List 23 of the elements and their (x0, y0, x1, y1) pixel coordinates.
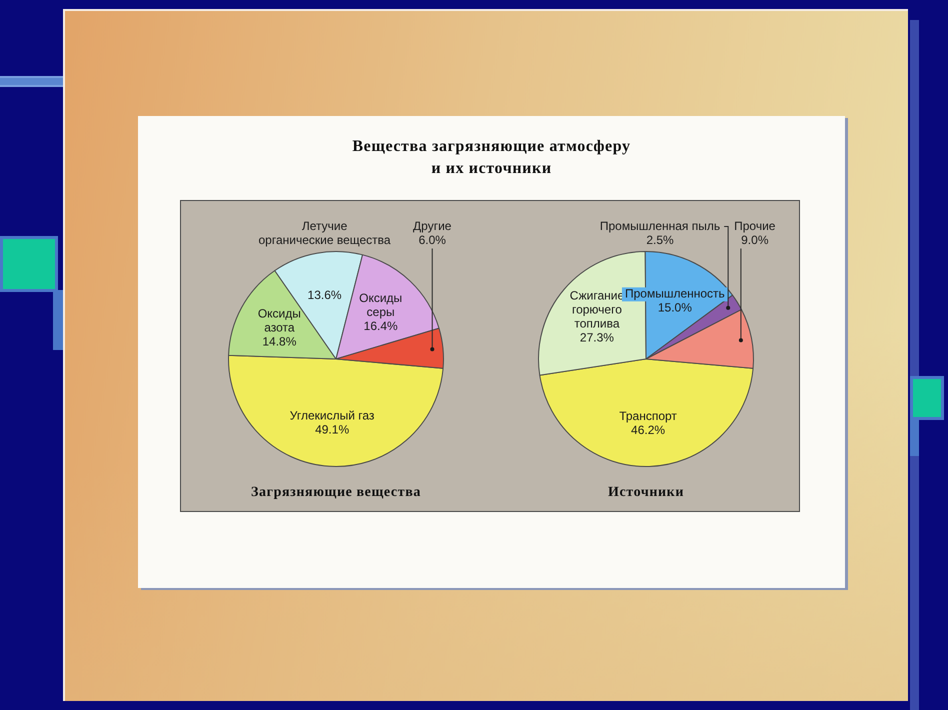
text: Источники (607, 485, 685, 501)
slice-label: Другие (413, 218, 452, 233)
slice-label: Углекислый газ (290, 408, 375, 423)
slice-label: Промышленность (624, 286, 725, 301)
data-label: 15.0% (658, 300, 692, 315)
data-label: 2.5% (646, 232, 674, 247)
slice-label: Летучие органические вещества (258, 218, 391, 247)
slice-label: Сжигание горючего топлива (570, 288, 624, 330)
data-label: 14.8% (262, 334, 297, 348)
data-label: 27.3% (580, 330, 614, 344)
data-label: 16.4% (364, 318, 398, 333)
data-label: 9.0% (741, 232, 769, 247)
slice-label: Оксиды серы (359, 290, 402, 319)
slice-label: Транспорт (619, 408, 678, 423)
slice-label: Промышленная пыль (600, 218, 720, 233)
data-label: 49.1% (315, 422, 350, 437)
data-label: 13.6% (308, 288, 342, 302)
text: Загрязняющие вещества (250, 485, 422, 501)
text: Вещества загрязняющие атмосферу и их источники (351, 137, 632, 179)
data-label: 6.0% (418, 232, 446, 247)
slice-label: Оксиды азота (258, 306, 301, 334)
data-label: 46.2% (631, 422, 666, 437)
slice-label: Прочие (734, 218, 776, 233)
